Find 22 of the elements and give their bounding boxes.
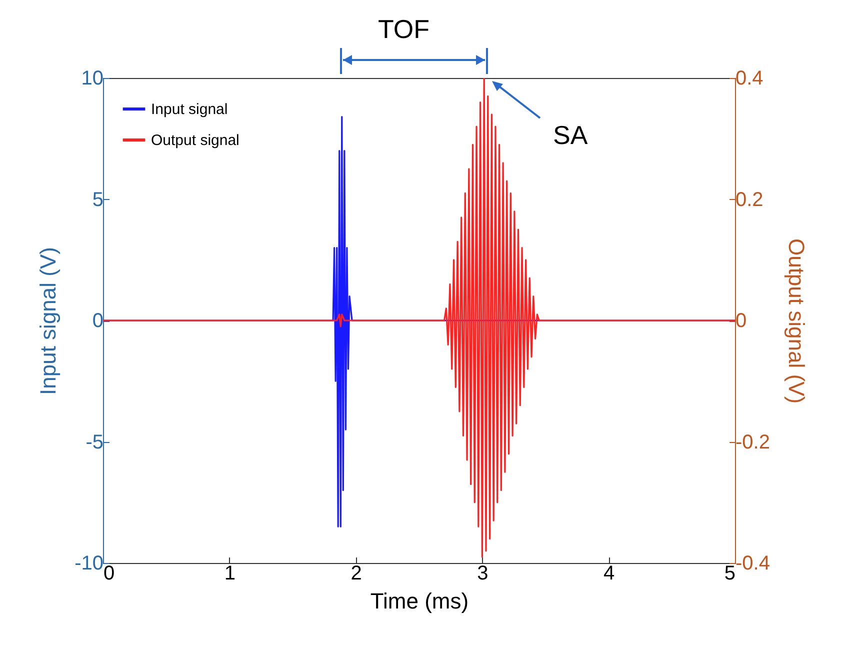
y-tick-label: 5 (92, 188, 104, 211)
x-tick-label: 2 (350, 562, 362, 584)
y-tick-label: 0 (92, 310, 104, 332)
y-tick-label: 10 (81, 68, 104, 90)
y2-tick-label: 0.4 (736, 68, 764, 90)
x-tick-label: 1 (224, 562, 236, 584)
y-tick-label: -10 (74, 552, 104, 574)
x-tick-label: 4 (604, 562, 615, 584)
y2-tick-label: -0.4 (736, 552, 770, 574)
x-tick-label: 5 (724, 562, 736, 584)
legend-label: Output signal (151, 132, 240, 149)
y2-tick-label: 0 (736, 310, 747, 332)
y2-axis-title: Output signal (V) (784, 238, 809, 404)
y2-tick-label: -0.2 (736, 431, 770, 454)
legend-label: Input signal (151, 101, 228, 118)
text: TOF (378, 14, 430, 45)
y-axis-title: Input signal (V) (36, 247, 61, 395)
x-tick-label: 3 (477, 562, 488, 584)
annotation: SA (553, 120, 588, 151)
y-tick-label: -5 (86, 431, 104, 454)
y2-tick-label: 0.2 (736, 188, 764, 211)
x-axis-title: Time (ms) (370, 588, 469, 614)
